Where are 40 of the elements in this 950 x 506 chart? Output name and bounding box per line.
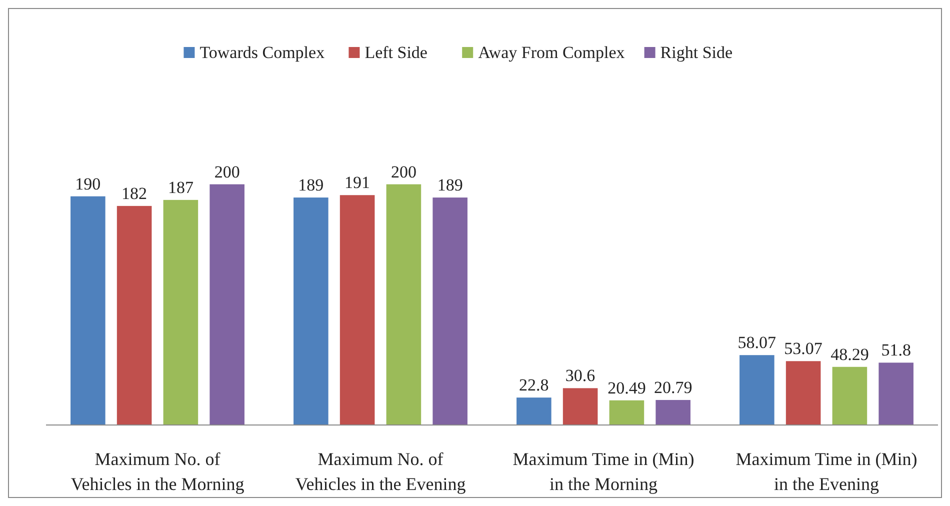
- bar: [386, 184, 422, 425]
- data-label: 200: [390, 162, 416, 182]
- data-label: 30.6: [565, 366, 596, 386]
- legend-label: Away From Complex: [478, 43, 626, 62]
- bar: [562, 388, 598, 425]
- bar: [516, 398, 552, 425]
- data-label: 200: [214, 162, 240, 182]
- legend-label: Towards Complex: [200, 43, 326, 62]
- data-label: 191: [344, 173, 370, 192]
- bar: [832, 366, 868, 425]
- data-label: 189: [298, 176, 324, 195]
- bar: [70, 196, 106, 425]
- data-label: 190: [75, 174, 101, 194]
- bar: [878, 362, 914, 425]
- bar: [740, 355, 774, 425]
- data-label: 187: [168, 178, 194, 197]
- bar: [656, 400, 690, 425]
- x-tick-label: Maximum No. of Vehicles in the Evening: [295, 449, 466, 494]
- bar: [116, 206, 152, 425]
- data-label: 189: [437, 176, 463, 195]
- bar: [163, 200, 198, 425]
- bar: [609, 400, 644, 425]
- data-label: 20.49: [608, 378, 646, 398]
- data-label: 20.79: [654, 378, 692, 397]
- data-label: 58.07: [738, 333, 777, 352]
- x-tick-label: Maximum No. of Vehicles in the Morning: [70, 449, 244, 494]
- bar: [210, 184, 244, 425]
- data-label: 48.29: [830, 344, 869, 364]
- data-label: 182: [122, 184, 148, 203]
- data-label: 53.07: [784, 339, 823, 358]
- x-tick-label: Maximum Time in (Min) in the Morning: [512, 449, 694, 494]
- data-label: 51.8: [881, 340, 911, 360]
- bar: [340, 195, 375, 425]
- bar: [294, 198, 328, 425]
- legend-label: Right Side: [660, 43, 733, 62]
- x-tick-label: Maximum Time in (Min) in the Evening: [736, 449, 918, 494]
- legend-label: Left Side: [364, 43, 428, 62]
- data-label: 22.8: [519, 376, 549, 395]
- bar: [432, 198, 468, 425]
- bar: [786, 361, 821, 425]
